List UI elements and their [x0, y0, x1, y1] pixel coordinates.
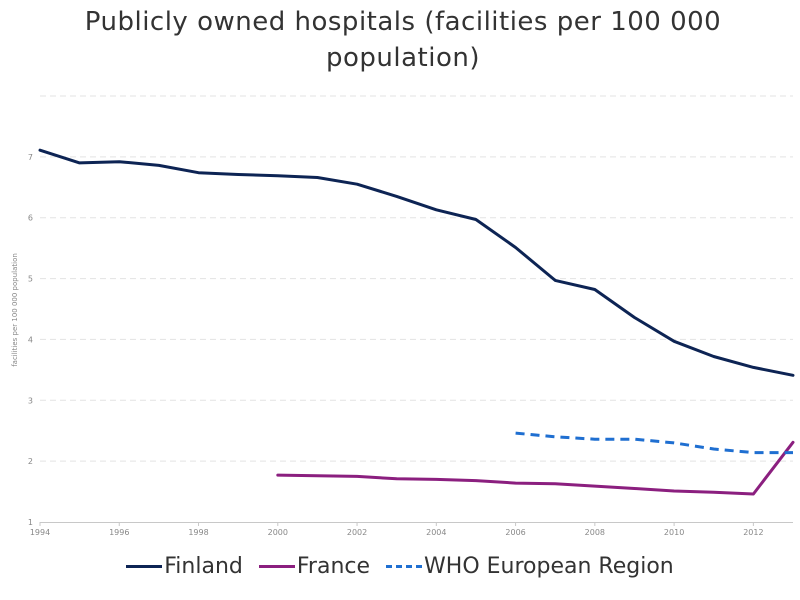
data-point-finland[interactable] [77, 160, 83, 166]
data-point-finland[interactable] [552, 277, 558, 283]
series-line-finland[interactable] [38, 148, 795, 377]
data-point-finland[interactable] [275, 173, 281, 179]
y-tick-label: 6 [28, 214, 33, 223]
data-point-finland[interactable] [433, 207, 439, 213]
series-line-france[interactable] [276, 440, 795, 496]
data-point-who-european-region[interactable] [711, 446, 717, 452]
data-point-who-european-region[interactable] [552, 434, 558, 440]
y-tick-label: 5 [28, 275, 33, 284]
data-point-france[interactable] [631, 486, 637, 492]
data-point-france[interactable] [513, 480, 519, 486]
x-tick-label: 1998 [188, 528, 208, 537]
data-point-france[interactable] [552, 481, 558, 487]
x-tick-label: 2010 [664, 528, 684, 537]
axes: 1994 1996 1998 2000 2002 2004 2006 2008 2010 2012… [28, 153, 793, 537]
legend-swatch-who-european-region [386, 564, 423, 568]
data-point-france[interactable] [314, 473, 320, 479]
data-point-finland[interactable] [513, 245, 519, 251]
data-point-who-european-region[interactable] [671, 440, 677, 446]
legend-item-finland[interactable]: Finland [126, 554, 243, 579]
line-chart: 1994 1996 1998 2000 2002 2004 2006 2008 2010 2012… [11, 95, 796, 537]
y-axis-title: facilities per 100 000 population [11, 253, 19, 367]
x-tick-label: 2004 [426, 528, 446, 537]
legend-item-who-european-region[interactable]: WHO European Region [386, 554, 674, 579]
y-tick-label: 2 [28, 457, 33, 466]
data-point-finland[interactable] [116, 159, 122, 165]
data-point-france[interactable] [354, 473, 360, 479]
x-tick-label: 2002 [347, 528, 367, 537]
y-tick-label: 1 [28, 518, 33, 527]
legend-label-france: France [296, 553, 371, 579]
data-point-france[interactable] [473, 478, 479, 484]
data-point-finland[interactable] [156, 162, 162, 168]
data-point-finland[interactable] [354, 181, 360, 187]
data-point-who-european-region[interactable] [592, 436, 598, 442]
data-point-finland[interactable] [790, 372, 796, 378]
data-point-france[interactable] [790, 439, 796, 445]
data-point-who-european-region[interactable] [631, 436, 637, 442]
data-point-finland[interactable] [473, 217, 479, 223]
chart-title: Publicly owned hospitals (facilities per… [84, 7, 722, 73]
data-point-france[interactable] [711, 489, 717, 495]
data-point-finland[interactable] [671, 338, 677, 344]
x-tick-label: 2006 [505, 528, 525, 537]
legend-label-finland: Finland [164, 553, 243, 579]
data-point-finland[interactable] [750, 364, 756, 370]
x-tick-label: 2012 [743, 528, 763, 537]
data-point-france[interactable] [750, 491, 756, 497]
series-line-who-european-region[interactable] [515, 431, 793, 455]
y-tick-label: 3 [28, 396, 33, 405]
x-tick-label: 1996 [109, 528, 129, 537]
data-point-finland[interactable] [196, 170, 202, 176]
legend-item-france[interactable]: France [258, 553, 371, 579]
data-point-finland[interactable] [37, 147, 43, 153]
legend-label-who-european-region: WHO European Region [424, 553, 674, 579]
data-point-france[interactable] [433, 476, 439, 482]
data-point-who-european-region[interactable] [513, 430, 519, 436]
data-point-who-european-region[interactable] [790, 450, 796, 456]
data-point-finland[interactable] [592, 287, 598, 293]
data-point-finland[interactable] [314, 175, 320, 181]
x-tick-label: 1994 [30, 528, 50, 537]
data-point-finland[interactable] [631, 315, 637, 321]
data-point-france[interactable] [275, 472, 281, 478]
data-point-finland[interactable] [235, 172, 241, 178]
y-tick-label: 4 [28, 335, 33, 344]
legend-swatch-finland [126, 564, 163, 568]
series-lines [37, 147, 796, 497]
legend-swatch-france [258, 564, 295, 568]
x-tick-label: 2008 [585, 528, 605, 537]
data-point-finland[interactable] [394, 193, 400, 199]
y-tick-label: 7 [28, 153, 33, 162]
data-point-france[interactable] [592, 483, 598, 489]
x-tick-label: 2000 [268, 528, 288, 537]
data-point-finland[interactable] [711, 353, 717, 359]
gridlines [40, 95, 793, 462]
chart-legend: Finland France WHO European Region [0, 550, 800, 582]
data-point-france[interactable] [671, 488, 677, 494]
data-point-who-european-region[interactable] [750, 450, 756, 456]
data-point-france[interactable] [394, 476, 400, 482]
